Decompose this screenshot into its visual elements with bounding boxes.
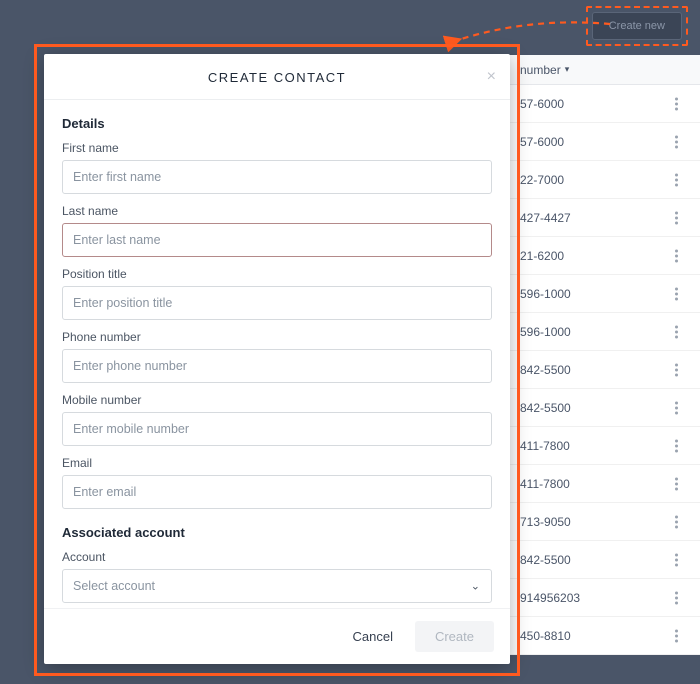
kebab-icon[interactable]	[675, 515, 678, 528]
kebab-icon[interactable]	[675, 553, 678, 566]
kebab-icon[interactable]	[675, 135, 678, 148]
table-cell: 596-1000	[520, 325, 571, 339]
details-section-title: Details	[62, 116, 492, 131]
cancel-label: Cancel	[353, 629, 393, 644]
table-cell: 713-9050	[520, 515, 571, 529]
table-cell: 57-6000	[520, 97, 564, 111]
table-column-header[interactable]: number ▾	[500, 55, 700, 85]
phone-number-label: Phone number	[62, 330, 492, 344]
phone-number-input[interactable]	[62, 349, 492, 383]
kebab-icon[interactable]	[675, 97, 678, 110]
table-cell: 411-7800	[520, 477, 570, 491]
email-input[interactable]	[62, 475, 492, 509]
create-new-label: Create new	[609, 20, 665, 32]
first-name-label: First name	[62, 141, 492, 155]
table-cell: 596-1000	[520, 287, 571, 301]
table-cell: 450-8810	[520, 629, 571, 643]
table-row[interactable]: 21-6200	[500, 237, 700, 275]
kebab-icon[interactable]	[675, 211, 678, 224]
mobile-number-input[interactable]	[62, 412, 492, 446]
modal-footer: Cancel Create	[44, 608, 510, 664]
kebab-icon[interactable]	[675, 401, 678, 414]
table-cell: 22-7000	[520, 173, 564, 187]
table-row[interactable]: 914956203	[500, 579, 700, 617]
table-row[interactable]: 596-1000	[500, 275, 700, 313]
table-row[interactable]: 57-6000	[500, 123, 700, 161]
modal-title: CREATE CONTACT	[44, 70, 510, 85]
page-stage: number ▾ 57-6000 57-6000 22-7000 427-4427 21…	[0, 0, 700, 684]
kebab-icon[interactable]	[675, 591, 678, 604]
table-cell: 57-6000	[520, 135, 564, 149]
table-row[interactable]: 411-7800	[500, 427, 700, 465]
account-label: Account	[62, 550, 492, 564]
kebab-icon[interactable]	[675, 439, 678, 452]
account-select-value[interactable]	[62, 569, 492, 603]
kebab-icon[interactable]	[675, 173, 678, 186]
last-name-label: Last name	[62, 204, 492, 218]
last-name-input[interactable]	[62, 223, 492, 257]
cancel-button[interactable]: Cancel	[345, 623, 401, 650]
first-name-input[interactable]	[62, 160, 492, 194]
modal-header: CREATE CONTACT ×	[44, 54, 510, 100]
kebab-icon[interactable]	[675, 629, 678, 642]
table-cell: 842-5500	[520, 553, 571, 567]
table-cell: 427-4427	[520, 211, 571, 225]
position-title-label: Position title	[62, 267, 492, 281]
create-button[interactable]: Create	[415, 621, 494, 652]
table-row[interactable]: 842-5500	[500, 389, 700, 427]
kebab-icon[interactable]	[675, 249, 678, 262]
mobile-number-label: Mobile number	[62, 393, 492, 407]
table-row[interactable]: 411-7800	[500, 465, 700, 503]
table-row[interactable]: 842-5500	[500, 541, 700, 579]
associated-section-title: Associated account	[62, 525, 492, 540]
table-cell: 21-6200	[520, 249, 564, 263]
kebab-icon[interactable]	[675, 287, 678, 300]
background-table: number ▾ 57-6000 57-6000 22-7000 427-4427 21…	[500, 55, 700, 655]
table-cell: 842-5500	[520, 401, 571, 415]
table-row[interactable]: 427-4427	[500, 199, 700, 237]
table-row[interactable]: 450-8810	[500, 617, 700, 655]
table-cell: 842-5500	[520, 363, 571, 377]
create-new-button[interactable]: Create new	[592, 12, 682, 40]
column-header-label: number	[520, 63, 561, 77]
position-title-input[interactable]	[62, 286, 492, 320]
table-row[interactable]: 842-5500	[500, 351, 700, 389]
table-cell: 411-7800	[520, 439, 570, 453]
create-label: Create	[435, 629, 474, 644]
table-row[interactable]: 596-1000	[500, 313, 700, 351]
email-label: Email	[62, 456, 492, 470]
table-cell: 914956203	[520, 591, 580, 605]
create-new-callout: Create new	[586, 6, 688, 46]
create-contact-modal: CREATE CONTACT × Details First name Last…	[44, 54, 510, 664]
modal-body: Details First name Last name Position ti…	[44, 100, 510, 608]
table-row[interactable]: 22-7000	[500, 161, 700, 199]
close-icon[interactable]: ×	[487, 68, 496, 86]
kebab-icon[interactable]	[675, 325, 678, 338]
kebab-icon[interactable]	[675, 363, 678, 376]
chevron-down-icon: ▾	[565, 64, 570, 75]
kebab-icon[interactable]	[675, 477, 678, 490]
account-select[interactable]: ⌄	[62, 569, 492, 603]
table-row[interactable]: 713-9050	[500, 503, 700, 541]
table-row[interactable]: 57-6000	[500, 85, 700, 123]
